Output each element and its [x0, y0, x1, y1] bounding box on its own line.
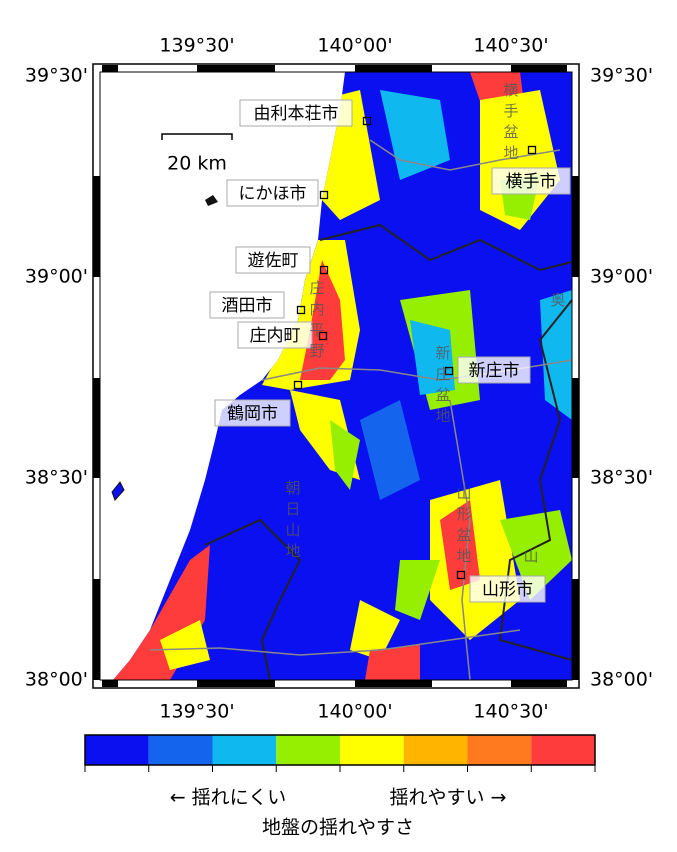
lon-label-bottom: 139°30' [159, 701, 234, 723]
ground-patch [395, 560, 440, 620]
legend-swatch [148, 735, 213, 765]
legend: ← 揺れにくい 揺れやすい → 地盤の揺れやすさ [84, 734, 596, 839]
island [111, 481, 125, 501]
legend-swatch [403, 735, 468, 765]
region-label: 朝日山地 [284, 480, 302, 564]
ground-patch [160, 620, 210, 670]
city-marker [293, 380, 303, 390]
scale-label: 20 km [167, 153, 227, 175]
river [149, 629, 521, 656]
city-box [214, 399, 291, 427]
lon-label-top: 139°30' [159, 35, 234, 57]
ground-patch [300, 260, 345, 380]
lon-label-bottom: 140°30' [473, 701, 548, 723]
region-label: 山 [522, 548, 540, 569]
city-marker [319, 190, 329, 200]
lat-label-left: 38°00' [25, 669, 88, 691]
lat-label-left: 39°00' [25, 266, 88, 288]
river [449, 399, 471, 681]
city-box [457, 356, 531, 384]
lat-label-left: 39°30' [25, 65, 88, 87]
lat-label-right: 38°00' [590, 669, 653, 691]
lon-label-bottom: 140°00' [317, 701, 392, 723]
city: 鶴岡市 [214, 380, 303, 427]
lon-label-top: 140°30' [473, 35, 548, 57]
lat-label-right: 38°30' [590, 467, 653, 489]
legend-title: 地盤の揺れやすさ [262, 817, 414, 839]
city-marker [296, 305, 306, 315]
ground-patch [350, 600, 400, 660]
legend-low: ← 揺れにくい [170, 787, 287, 809]
scale-bar: 20 km [161, 133, 233, 175]
boundary [204, 518, 302, 681]
region-label: 横手盆地 [502, 82, 520, 166]
lon-label-top: 140°00' [317, 35, 392, 57]
legend-swatch [467, 735, 532, 765]
ground-patch [360, 400, 420, 500]
city-label: 鶴岡市 [227, 404, 278, 424]
city-box [491, 167, 571, 195]
city-label: 由利本荘市 [254, 104, 339, 124]
ground-patch [330, 420, 360, 490]
city-label: 新庄市 [469, 361, 520, 381]
legend-swatch [340, 735, 404, 765]
legend-high: 揺れやすい → [390, 787, 507, 809]
city-box [469, 575, 546, 603]
river [369, 139, 561, 171]
city: 山形市 [456, 570, 546, 603]
city: 庄内町 [237, 321, 328, 349]
city-marker [527, 145, 537, 155]
legend-swatch [85, 735, 149, 765]
lat-label-right: 39°00' [590, 266, 653, 288]
legend-swatch [276, 735, 340, 765]
city: にかほ市 [226, 179, 329, 207]
city-box [239, 99, 353, 127]
ground-patch [540, 290, 572, 420]
city-box [237, 321, 313, 349]
legend-swatch [531, 735, 595, 765]
city-box [209, 291, 285, 319]
legend-swatch [212, 735, 277, 765]
city-label: 庄内町 [250, 326, 301, 346]
city-marker [456, 570, 466, 580]
island [205, 195, 218, 206]
city-marker [319, 265, 329, 275]
region-label: 新庄盆地 [434, 345, 452, 429]
city-label: 遊佐町 [248, 251, 299, 271]
region-label: 山形盆地 [455, 485, 473, 569]
city: 新庄市 [444, 356, 531, 384]
city: 酒田市 [209, 291, 306, 319]
city-marker [444, 366, 454, 376]
city: 横手市 [491, 145, 571, 195]
city-label: 山形市 [482, 580, 533, 600]
city-label: にかほ市 [239, 184, 307, 204]
city: 由利本荘市 [239, 99, 372, 127]
city: 遊佐町 [235, 246, 329, 275]
boundary [498, 299, 573, 661]
region-label: 奥 [549, 292, 567, 313]
city-box [235, 246, 311, 274]
lat-label-left: 38°30' [25, 467, 88, 489]
ground-patch [365, 645, 420, 680]
frame [92, 63, 580, 689]
boundary [319, 223, 573, 272]
ground-patch [500, 510, 572, 600]
city-box [226, 179, 319, 207]
lat-label-right: 39°30' [590, 65, 653, 87]
ground-patch [480, 90, 560, 230]
city-marker [362, 116, 372, 126]
city-marker [318, 331, 328, 341]
city-label: 酒田市 [222, 296, 273, 316]
city-label: 横手市 [506, 172, 557, 192]
region-label: 庄内平野 [308, 279, 326, 364]
